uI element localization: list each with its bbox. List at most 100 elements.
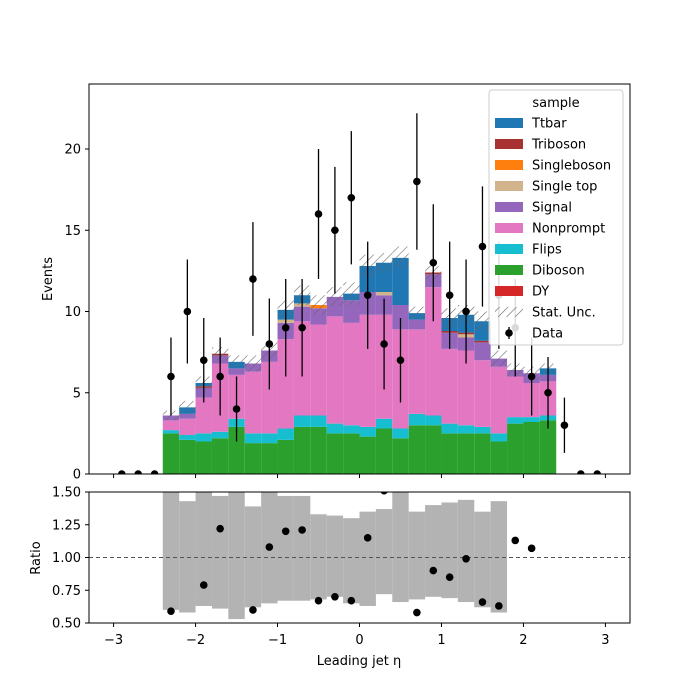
ratio-point	[281, 527, 290, 536]
data-point	[445, 291, 454, 300]
ratio-y-tick-label: 0.75	[52, 584, 81, 599]
bar-diboson	[490, 441, 508, 474]
ratio-point	[413, 608, 421, 617]
legend-swatch	[495, 244, 523, 254]
bar-diboson	[375, 428, 393, 474]
bar-diboson	[277, 439, 294, 474]
data-point	[429, 258, 438, 267]
bar-diboson	[523, 422, 540, 474]
legend-label: Data	[532, 327, 563, 342]
ratio-point	[511, 536, 520, 545]
legend-label: Nonprompt	[532, 222, 605, 237]
ratio-unc-band	[490, 501, 508, 613]
ratio-point	[347, 596, 356, 605]
bar-ttbar	[392, 257, 409, 305]
data-point	[183, 307, 192, 316]
stat-unc-band	[474, 311, 491, 331]
bar-flips	[195, 433, 212, 442]
legend-label: Diboson	[532, 264, 585, 279]
legend-label: Flips	[532, 243, 562, 258]
ratio-y-tick-label: 1.25	[52, 518, 81, 533]
bar-flips	[474, 426, 491, 434]
bar-flips	[293, 415, 311, 427]
bar-flips	[408, 413, 426, 426]
legend-swatch	[495, 160, 523, 170]
stat-unc-band	[343, 282, 360, 305]
bar-diboson	[457, 433, 475, 474]
legend-label: Single top	[532, 180, 597, 195]
data-point	[462, 307, 470, 316]
bar-flips	[244, 433, 262, 444]
x-tick-label: 1	[437, 633, 445, 648]
bar-diboson	[261, 443, 278, 474]
ratio-unc-band	[228, 492, 245, 620]
x-axis-label: Leading jet η	[317, 654, 402, 669]
ratio-point	[363, 534, 372, 542]
bar-diboson	[195, 441, 212, 474]
bar-single-top	[375, 292, 393, 296]
data-point	[265, 340, 274, 348]
main-y-axis: 0 5 10 15 20	[64, 143, 89, 483]
stat-unc-band	[326, 287, 344, 307]
data-point	[150, 470, 159, 474]
x-tick-label: −1	[268, 633, 287, 648]
ratio-unc-band	[179, 501, 196, 613]
ratio-unc-band	[293, 495, 311, 601]
bar-nonprompt	[310, 324, 327, 416]
ratio-y-axis-label: Ratio	[29, 541, 44, 574]
bar-nonprompt	[162, 420, 180, 431]
bar-flips	[310, 415, 327, 427]
data-point	[527, 372, 536, 381]
x-tick-label: −3	[104, 633, 123, 648]
data-point	[347, 193, 356, 202]
bar-diboson	[228, 426, 245, 474]
bar-flips	[326, 423, 344, 434]
ratio-unc-band	[162, 492, 180, 610]
legend-swatch	[495, 223, 523, 233]
ratio-point	[249, 606, 257, 614]
legend-label: Triboson	[531, 138, 586, 153]
stat-unc-band	[392, 246, 409, 270]
bar-nonprompt	[195, 397, 212, 434]
bar-diboson	[310, 426, 327, 474]
ratio-point	[167, 607, 175, 616]
x-tick-label: 2	[519, 633, 527, 648]
legend-swatch-hatch	[495, 307, 523, 317]
bar-flips	[507, 417, 524, 424]
bar-nonprompt	[261, 361, 278, 434]
ratio-y-axis: 0.50 0.75 1.00 1.25 1.50	[52, 486, 89, 632]
bar-signal	[408, 319, 426, 330]
ratio-point	[380, 492, 388, 495]
bar-nonprompt	[474, 360, 491, 427]
data-point	[560, 421, 569, 430]
x-tick-label: 3	[601, 633, 609, 648]
data-point	[593, 470, 602, 474]
y-axis-label: Events	[41, 257, 56, 301]
bar-flips	[261, 433, 278, 444]
data-point	[380, 340, 388, 348]
ratio-point	[445, 573, 454, 581]
bar-diboson	[326, 433, 344, 474]
ratio-point	[199, 581, 208, 589]
ratio-point	[331, 593, 339, 601]
bar-diboson	[392, 438, 409, 474]
bar-diboson	[211, 438, 229, 474]
data-point	[216, 372, 224, 381]
bar-diboson	[244, 443, 262, 474]
ratio-y-tick-label: 1.00	[52, 551, 81, 566]
ratio-unc-band	[375, 509, 393, 595]
data-point	[363, 291, 372, 300]
stat-unc-band	[375, 253, 393, 273]
legend-label: Ttbar	[531, 117, 567, 132]
y-tick-label: 0	[73, 468, 81, 483]
bar-flips	[392, 428, 409, 439]
ratio-unc-band	[195, 492, 212, 606]
x-tick-label: 0	[355, 633, 363, 648]
ratio-point	[265, 543, 274, 551]
bar-flips	[375, 418, 393, 429]
data-point	[577, 470, 585, 474]
bar-diboson	[162, 433, 180, 474]
bar-diboson	[441, 433, 458, 474]
ratio-point	[298, 526, 306, 534]
